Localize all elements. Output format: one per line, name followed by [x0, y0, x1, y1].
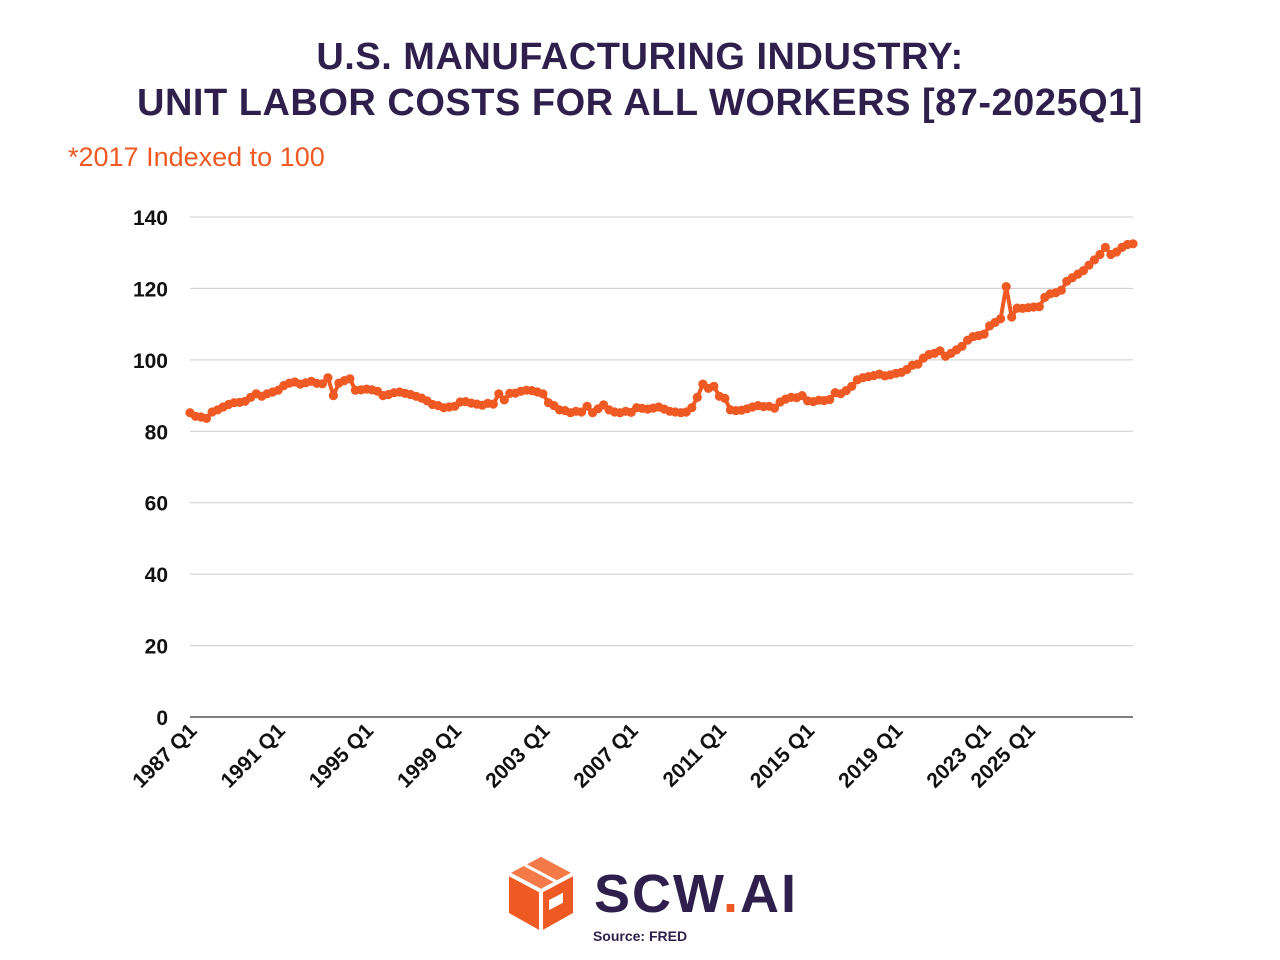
- data-series: [185, 239, 1138, 423]
- y-tick-label: 100: [133, 350, 168, 373]
- data-point: [692, 392, 702, 402]
- data-point: [1095, 249, 1105, 260]
- data-point: [201, 413, 212, 423]
- data-point: [1100, 242, 1110, 252]
- brand-name: SCW.AI: [594, 864, 799, 924]
- chart-title: U.S. MANUFACTURING INDUSTRY: UNIT LABOR …: [0, 34, 1280, 126]
- data-point: [1001, 282, 1011, 292]
- data-point: [328, 391, 338, 401]
- y-tick-label: 40: [145, 564, 168, 587]
- data-point: [687, 403, 697, 413]
- y-tick-label: 140: [133, 207, 168, 230]
- data-point: [1128, 239, 1138, 249]
- y-tick-label: 80: [145, 421, 168, 444]
- x-axis-ticks: 1987 Q1 1991 Q1 1995 Q1 1999 Q1 2003 Q1 2007 …: [128, 719, 1040, 792]
- data-point: [996, 314, 1006, 324]
- brand-logo: SCW.AI: [506, 855, 798, 933]
- data-point: [825, 394, 835, 405]
- x-tick-label: 2007 Q1: [569, 719, 642, 792]
- y-tick-label: 120: [133, 278, 168, 301]
- x-tick-label: 1999 Q1: [393, 719, 466, 792]
- x-tick-label: 2003 Q1: [481, 719, 554, 792]
- y-axis-ticks: 0 20 40 60 80 100 120 140: [133, 207, 168, 730]
- data-point: [582, 401, 592, 411]
- box-logo-icon: [508, 857, 574, 931]
- y-tick-label: 0: [156, 707, 168, 730]
- source-note: Source: FRED: [592, 928, 688, 944]
- x-tick-label: 1987 Q1: [128, 719, 201, 792]
- data-point: [323, 373, 333, 383]
- x-tick-label: 2015 Q1: [746, 719, 819, 792]
- data-point: [494, 389, 504, 399]
- data-point: [769, 403, 780, 413]
- data-point: [847, 381, 857, 391]
- data-point: [979, 329, 989, 339]
- y-tick-label: 20: [145, 636, 168, 659]
- data-point: [1056, 285, 1066, 295]
- y-tick-label: 60: [145, 493, 168, 516]
- data-point: [345, 374, 355, 384]
- data-point: [913, 359, 923, 369]
- x-tick-label: 2011 Q1: [659, 719, 732, 792]
- chart-title-line-1: U.S. MANUFACTURING INDUSTRY:: [316, 36, 964, 78]
- data-point: [709, 381, 719, 391]
- x-tick-label: 2019 Q1: [834, 719, 907, 792]
- chart-title-line-2: UNIT LABOR COSTS FOR ALL WORKERS [87-202…: [137, 82, 1143, 124]
- data-point: [720, 393, 730, 403]
- data-point: [1034, 302, 1044, 312]
- x-tick-label: 1991 Q1: [217, 719, 290, 792]
- gridlines: [190, 216, 1133, 718]
- data-point: [488, 399, 498, 409]
- x-tick-label: 1995 Q1: [305, 719, 378, 792]
- data-point: [1007, 312, 1017, 322]
- data-point: [957, 341, 967, 351]
- data-point: [576, 407, 587, 417]
- chart-subtitle: *2017 Indexed to 100: [68, 142, 325, 172]
- data-point: [538, 389, 548, 399]
- data-point: [317, 379, 327, 389]
- data-point: [499, 395, 509, 405]
